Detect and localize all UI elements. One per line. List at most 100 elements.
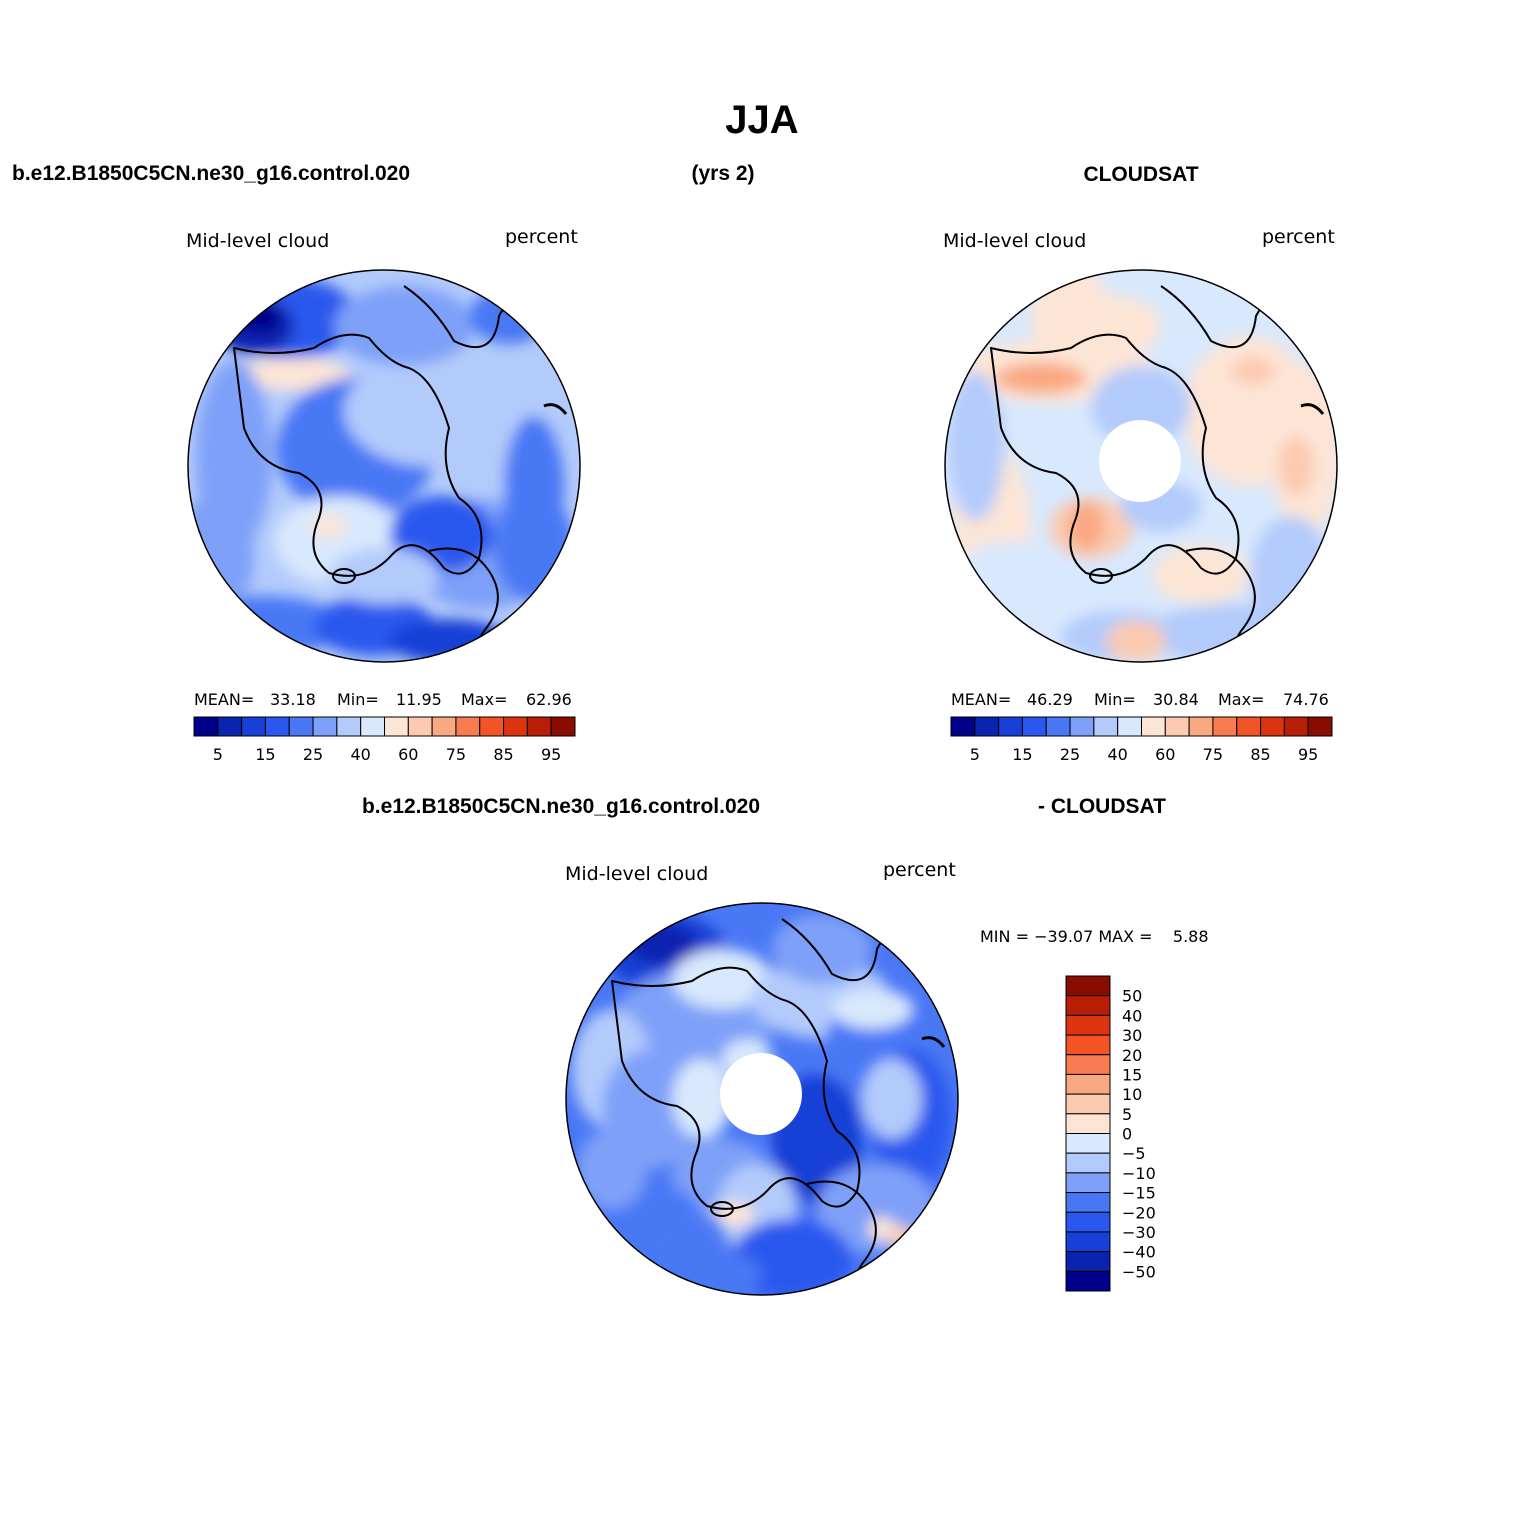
colorbar-swatch [1164, 716, 1190, 737]
panel1-colorbar: 5 15 25 40 60 75 85 95 [193, 716, 576, 764]
panel2-stats: MEAN= 46.29 Min= 30.84 Max= 74.76 [951, 690, 1329, 709]
map-field-region [862, 1059, 922, 1139]
map-boundary [187, 269, 581, 663]
panel3-polar-map [565, 902, 959, 1296]
colorbar-tick-label: −30 [1122, 1223, 1156, 1242]
panel1-stats: MEAN= 33.18 Min= 11.95 Max= 62.96 [194, 690, 572, 709]
colorbar-tick-label: 30 [1122, 1026, 1142, 1045]
map-field-region [832, 989, 912, 1029]
colorbar-tick-label: −5 [1122, 1144, 1146, 1163]
panel1-min-label: Min= [337, 690, 379, 709]
colorbar-tick-label: 15 [255, 745, 275, 764]
map-field-region [714, 1202, 754, 1226]
colorbar-swatch [1069, 716, 1095, 737]
panel2-min-label: Min= [1094, 690, 1136, 709]
panel1-min-value: 11.95 [396, 690, 442, 709]
panel2-max-value: 74.76 [1283, 690, 1329, 709]
map-field-region [772, 914, 872, 984]
map-field-region [996, 362, 1086, 394]
colorbar-tick-label: 75 [446, 745, 466, 764]
map-field-region [504, 416, 564, 556]
colorbar-tick-label: 60 [1155, 745, 1175, 764]
colorbar-swatch [1236, 716, 1262, 737]
colorbar-swatch [950, 716, 976, 737]
diff-obs-name-header: - CLOUDSAT [1038, 795, 1166, 818]
colorbar-tick-label: 15 [1012, 745, 1032, 764]
colorbar-tick-label: 20 [1122, 1046, 1142, 1065]
map-field-region [239, 358, 349, 390]
colorbar-swatch [1065, 1211, 1111, 1233]
map-field-region [1278, 436, 1314, 496]
colorbar-swatch [1065, 1152, 1111, 1174]
panel1-max-value: 62.96 [526, 690, 572, 709]
map-field-region [1091, 366, 1191, 446]
map-coastline [611, 966, 861, 1210]
colorbar-tick-label: 0 [1122, 1125, 1132, 1144]
panel1-max-label: Max= [461, 690, 507, 709]
colorbar-swatch [455, 716, 481, 737]
colorbar-tick-label: −40 [1122, 1243, 1156, 1262]
map-field-region [1106, 621, 1166, 661]
map-field-region [672, 1059, 732, 1139]
panel1-mean-label: MEAN= [194, 690, 254, 709]
panel2-max-label: Max= [1218, 690, 1264, 709]
map-field-region [672, 949, 772, 1009]
panel2-polar-map [944, 269, 1338, 663]
colorbar-swatch [312, 716, 338, 737]
colorbar-tick-label: −50 [1122, 1262, 1156, 1281]
map-field-region [642, 1249, 762, 1295]
panel1-variable-label: Mid-level cloud [186, 230, 329, 252]
colorbar-swatch [550, 716, 576, 737]
map-field-region [868, 1217, 896, 1241]
panel3-units-label: percent [883, 859, 956, 881]
panel2-units-label: percent [1262, 226, 1335, 248]
colorbar-swatch [1093, 716, 1119, 737]
map-field-region [329, 548, 439, 604]
diff-case-name-header: b.e12.B1850C5CN.ne30_g16.control.020 [362, 795, 760, 818]
colorbar-swatch [1117, 716, 1142, 737]
colorbar-tick-label: 40 [1122, 1006, 1142, 1025]
panel2-mean-label: MEAN= [951, 690, 1011, 709]
panel2-mean-value: 46.29 [1027, 690, 1073, 709]
colorbar-swatch [336, 716, 362, 737]
case-name-header: b.e12.B1850C5CN.ne30_g16.control.020 [12, 162, 410, 185]
colorbar-tick-label: 40 [351, 745, 371, 764]
map-field-region [1231, 357, 1275, 385]
colorbar-tick-label: −20 [1122, 1203, 1156, 1222]
colorbar-swatch [503, 716, 528, 737]
colorbar-swatch [1065, 1113, 1111, 1134]
colorbar-swatch [1065, 995, 1111, 1016]
colorbar-swatch [431, 716, 457, 737]
colorbar-swatch [193, 716, 219, 737]
colorbar-swatch [1065, 1093, 1111, 1115]
figure-title: JJA [725, 98, 798, 142]
panel1-mean-value: 33.18 [270, 690, 316, 709]
colorbar-swatch [1065, 1133, 1111, 1154]
map-missing-data-hole [1099, 420, 1181, 502]
map-field-region [389, 619, 509, 662]
colorbar-swatch [998, 716, 1023, 737]
colorbar-swatch [1065, 1034, 1111, 1056]
map-coastline [990, 333, 1240, 577]
colorbar-swatch [217, 716, 243, 737]
map-field-region [1071, 296, 1161, 356]
colorbar-swatch [241, 716, 266, 737]
colorbar-swatch [974, 716, 1000, 737]
colorbar-swatch [1260, 716, 1285, 737]
map-missing-data-hole [720, 1053, 802, 1135]
map-island-outline [1089, 568, 1113, 584]
colorbar-swatch [1212, 716, 1238, 737]
colorbar-swatch [1021, 716, 1047, 737]
colorbar-swatch [1188, 716, 1214, 737]
colorbar-swatch [1065, 975, 1111, 997]
colorbar-tick-label: 85 [493, 745, 513, 764]
map-coastline [233, 333, 483, 577]
colorbar-swatch [1065, 1054, 1111, 1075]
panel2-min-value: 30.84 [1153, 690, 1199, 709]
colorbar-tick-label: 60 [398, 745, 418, 764]
colorbar-swatch [1045, 716, 1071, 737]
map-boundary [944, 269, 1338, 663]
colorbar-tick-label: 15 [1122, 1065, 1142, 1084]
colorbar-tick-label: 25 [1060, 745, 1080, 764]
